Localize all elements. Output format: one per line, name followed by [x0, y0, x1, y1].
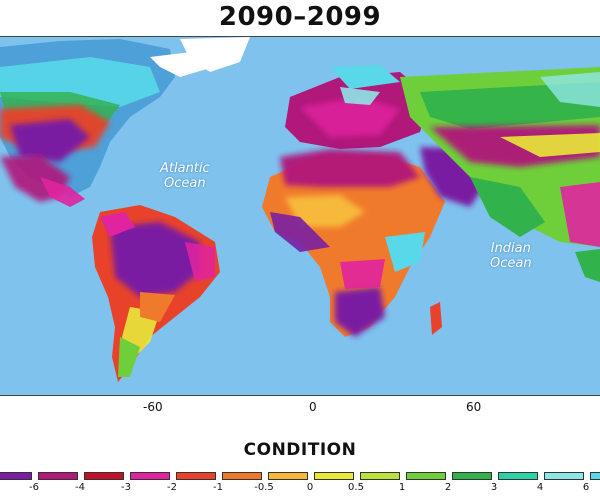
legend-swatch: [590, 472, 600, 480]
legend-label: 2: [444, 482, 452, 493]
atlantic-ocean-label: Atlantic Ocean: [160, 161, 210, 191]
greenland: [180, 37, 250, 72]
indian-label-line2: Ocean: [490, 256, 532, 271]
legend-label: 1: [398, 482, 406, 493]
legend-swatch: [84, 472, 124, 480]
legend-label: -3: [121, 482, 131, 493]
legend-label: 0: [306, 482, 314, 493]
legend-swatch: [176, 472, 216, 480]
legend-swatch: [314, 472, 354, 480]
asia: [400, 67, 600, 247]
legend-label: -1: [213, 482, 223, 493]
legend-swatch: [498, 472, 538, 480]
legend-label: 3: [490, 482, 498, 493]
africa: [262, 149, 445, 337]
legend-swatch: [38, 472, 78, 480]
legend-swatch: [360, 472, 400, 480]
lon-tick-60: 60: [466, 400, 482, 414]
legend-swatch: [0, 472, 32, 480]
atlantic-label-line1: Atlantic: [160, 161, 210, 176]
legend-swatch: [544, 472, 584, 480]
lon-tick-minus60: -60: [143, 400, 163, 414]
legend-label: 4: [536, 482, 544, 493]
atlantic-label-line2: Ocean: [164, 176, 206, 191]
legend-swatch: [222, 472, 262, 480]
world-map: [0, 37, 600, 395]
legend-label: 6: [582, 482, 590, 493]
legend: -6 -4 -3 -2 -1 -0.5 0 0.5 1 2 3 4 6: [0, 470, 600, 500]
southeast-asia: [575, 249, 600, 282]
legend-title: CONDITION: [243, 440, 357, 460]
indian-ocean-label: Indian Ocean: [490, 241, 532, 271]
legend-swatch: [406, 472, 446, 480]
europe: [285, 65, 430, 149]
map-title: 2090–2099: [218, 2, 382, 32]
legend-label: -0.5: [254, 482, 274, 493]
legend-label: -4: [75, 482, 85, 493]
indian-label-line1: Indian: [490, 241, 531, 256]
south-america: [92, 205, 220, 382]
map-frame: Atlantic Ocean Indian Ocean: [0, 36, 600, 396]
legend-swatch: [130, 472, 170, 480]
legend-label: 0.5: [348, 482, 364, 493]
legend-swatch: [268, 472, 308, 480]
legend-swatch: [452, 472, 492, 480]
north-america: [0, 39, 220, 207]
legend-label: -6: [29, 482, 39, 493]
legend-label: -2: [167, 482, 177, 493]
lon-tick-0: 0: [309, 400, 317, 414]
